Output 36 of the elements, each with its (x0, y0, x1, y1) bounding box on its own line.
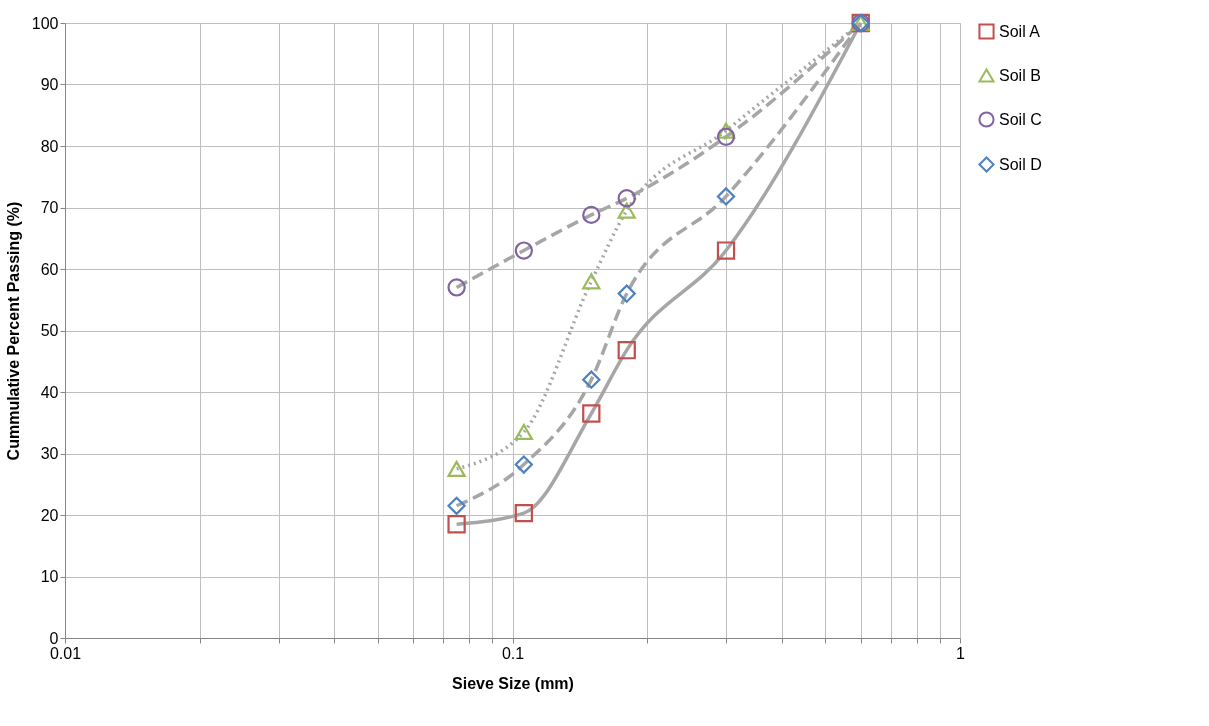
point (514, 423, 533, 441)
point (716, 127, 736, 146)
point (716, 122, 736, 139)
y-tick-label: 10 (40, 568, 59, 585)
point (447, 278, 466, 297)
point (582, 205, 601, 225)
legend-label: Soil C (999, 110, 1042, 128)
y-tick-label: 60 (40, 260, 59, 278)
y-tick-label: 90 (40, 76, 59, 93)
x-axis-title: Sieve Size (mm) (452, 674, 574, 692)
point (716, 187, 736, 206)
y-tick-label: 30 (40, 445, 59, 462)
point (514, 455, 533, 474)
point (716, 241, 736, 260)
y-tick-label: 20 (40, 506, 59, 524)
y-tick-label: 70 (40, 199, 59, 216)
point (447, 496, 466, 515)
y-tick-label: 50 (40, 322, 59, 339)
x-tick-label: 0.01 (49, 644, 82, 662)
x-tick-label: 0.1 (501, 644, 525, 662)
legend-label: Soil A (999, 22, 1041, 40)
point (514, 241, 533, 260)
point (582, 404, 601, 423)
y-tick-label: 100 (31, 14, 59, 32)
point (582, 273, 601, 290)
y-tick-label: 0 (49, 629, 59, 647)
y-tick-label: 40 (40, 383, 59, 401)
legend-label: Soil B (999, 66, 1041, 84)
point (447, 460, 466, 477)
y-tick-label: 80 (40, 137, 59, 155)
y-axis-title: Cummulative Percent Passing (%) (4, 201, 22, 461)
point (447, 515, 466, 534)
point (582, 370, 601, 389)
point (514, 503, 533, 523)
legend-label: Soil D (999, 155, 1042, 173)
x-tick-label: 1 (956, 644, 966, 662)
